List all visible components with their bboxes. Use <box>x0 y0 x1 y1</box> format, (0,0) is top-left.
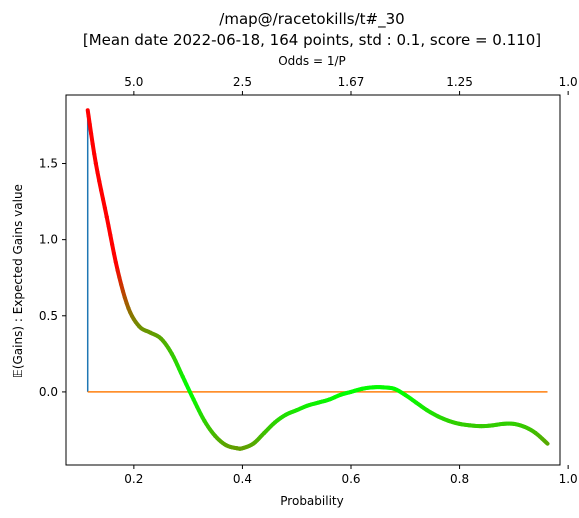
chart-title-line1: /map@/racetokills/t#_30 <box>219 10 404 29</box>
x-tick-label: 0.8 <box>450 472 469 486</box>
plot-frame <box>65 94 561 466</box>
x-axis-label: Probability <box>280 494 343 508</box>
reference-lines <box>86 110 548 393</box>
top-tick-label: 2.5 <box>233 75 252 89</box>
y-tick-label: 1.5 <box>39 157 58 171</box>
top-tick-label: 1.67 <box>338 75 365 89</box>
axes: 0.2 0.4 0.6 0.8 1.0 0.0 0.5 1.0 1.5 5.0 2.5 1.67 1.2… <box>39 75 578 486</box>
top-axis-label: Odds = 1/P <box>278 54 346 68</box>
y-axis-label: 𝔼(Gains) : Expected Gains value <box>11 184 25 378</box>
top-tick-label: 5.0 <box>124 75 143 89</box>
x-tick-label: 0.6 <box>341 472 360 486</box>
y-tick-label: 1.0 <box>39 233 58 247</box>
x-tick-label: 0.4 <box>233 472 252 486</box>
expected-gains-curve <box>85 108 550 451</box>
y-tick-label: 0.5 <box>39 309 58 323</box>
top-tick-label: 1.25 <box>446 75 473 89</box>
plot-border <box>65 94 561 466</box>
x-tick-label: 1.0 <box>559 472 578 486</box>
curve-segment <box>544 440 550 446</box>
top-tick-label: 1.0 <box>559 75 578 89</box>
chart-title-line2: [Mean date 2022-06-18, 164 points, std :… <box>83 31 541 49</box>
y-tick-label: 0.0 <box>39 385 58 399</box>
x-tick-label: 0.2 <box>124 472 143 486</box>
